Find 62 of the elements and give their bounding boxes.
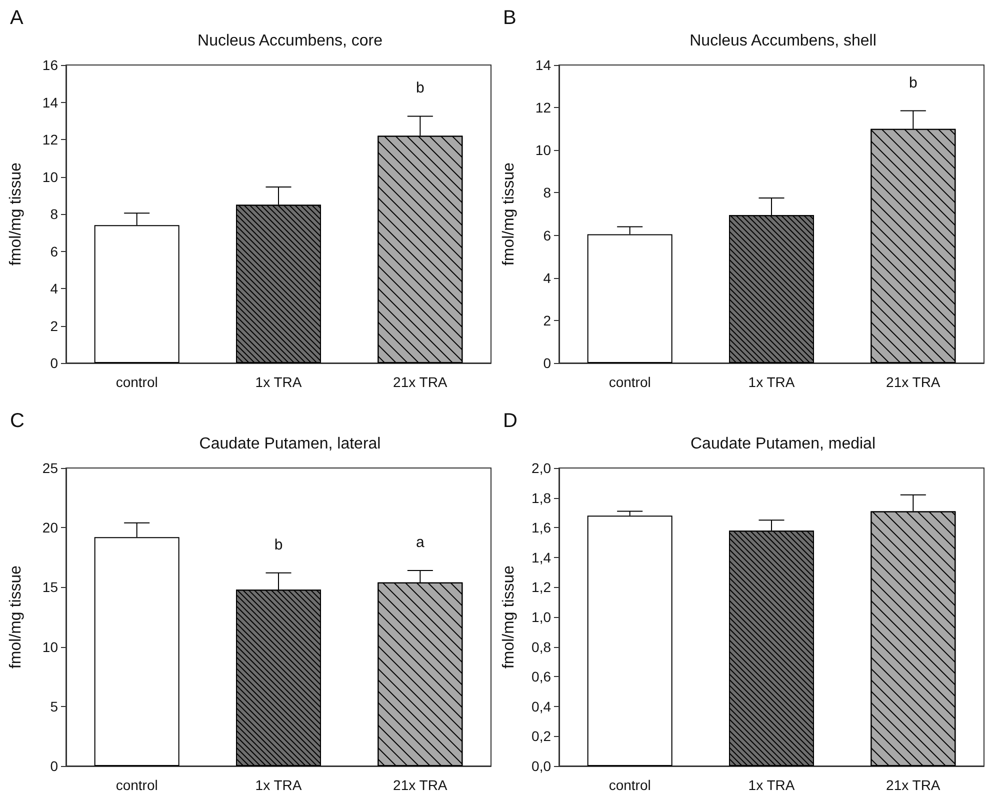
- y-tick-label: 1,6: [532, 520, 552, 536]
- text: A: [10, 7, 24, 29]
- annotation: b: [274, 536, 283, 554]
- y-tick-label: 8: [543, 184, 552, 201]
- x-tick-label: control: [116, 374, 158, 390]
- y-tick-label: 2: [50, 318, 58, 334]
- chart-title: Caudate Putamen, lateral: [199, 436, 381, 452]
- y-axis-title: fmol/mg tissue: [8, 162, 24, 266]
- y-tick-label: 8: [50, 206, 58, 222]
- y-tick-label: 10: [42, 638, 58, 655]
- y-tick-label: 0,2: [532, 728, 552, 744]
- x-tick-label: 21x TRA: [393, 374, 448, 390]
- x-tick-label: control: [608, 777, 651, 793]
- y-tick-label: 5: [50, 698, 58, 714]
- y-tick-label: 14: [535, 57, 552, 73]
- y-axis-title: fmol/mg tissue: [500, 162, 518, 266]
- x-tick-label: 1x TRA: [748, 374, 796, 390]
- y-tick-label: 12: [42, 132, 58, 148]
- y-tick-label: 14: [42, 94, 58, 110]
- y-tick-label: 25: [42, 460, 58, 476]
- y-axis-title: fmol/mg tissue: [8, 565, 24, 669]
- x-tick-label: 21x TRA: [886, 777, 941, 793]
- x-tick-label: 1x TRA: [748, 777, 796, 793]
- annotation: b: [908, 74, 918, 92]
- y-tick-label: 4: [543, 270, 552, 286]
- x-tick-label: 1x TRA: [255, 374, 302, 390]
- y-tick-label: 15: [42, 579, 58, 596]
- y-tick-label: 4: [50, 280, 58, 296]
- y-tick-label: 12: [535, 100, 552, 116]
- chart-title: Caudate Putamen, medial: [690, 436, 876, 452]
- y-tick-label: 0: [543, 355, 552, 371]
- y-tick-label: 2,0: [532, 460, 552, 476]
- chart-title: Nucleus Accumbens, shell: [690, 32, 876, 50]
- y-tick-label: 1,2: [532, 579, 552, 596]
- y-tick-label: 0,8: [532, 638, 552, 655]
- y-tick-label: 1,8: [532, 490, 552, 506]
- x-tick-label: control: [608, 374, 651, 390]
- y-tick-label: 2: [543, 312, 552, 328]
- y-tick-label: 16: [42, 57, 58, 73]
- text: C: [10, 410, 24, 432]
- x-tick-label: control: [116, 777, 158, 793]
- y-tick-label: 0,0: [532, 758, 552, 774]
- x-tick-label: 21x TRA: [393, 777, 448, 793]
- y-tick-label: 0: [50, 355, 58, 371]
- y-tick-label: 6: [50, 243, 58, 260]
- y-tick-label: 10: [42, 168, 58, 185]
- chart-title: Nucleus Accumbens, core: [198, 32, 383, 50]
- x-tick-label: 21x TRA: [886, 374, 941, 390]
- y-tick-label: 0: [50, 758, 58, 774]
- y-tick-label: 1,4: [532, 549, 552, 566]
- y-tick-label: 20: [42, 520, 58, 536]
- y-tick-label: 0,4: [532, 698, 552, 714]
- text: D: [503, 410, 518, 432]
- x-tick-label: 1x TRA: [255, 777, 302, 793]
- text: B: [503, 7, 516, 29]
- y-axis-title: fmol/mg tissue: [500, 565, 518, 669]
- y-tick-label: 10: [535, 142, 552, 158]
- annotation: a: [416, 534, 425, 552]
- y-tick-label: 1,0: [532, 609, 552, 625]
- annotation: b: [416, 80, 424, 97]
- y-tick-label: 6: [543, 227, 552, 244]
- y-tick-label: 0,6: [532, 668, 552, 685]
